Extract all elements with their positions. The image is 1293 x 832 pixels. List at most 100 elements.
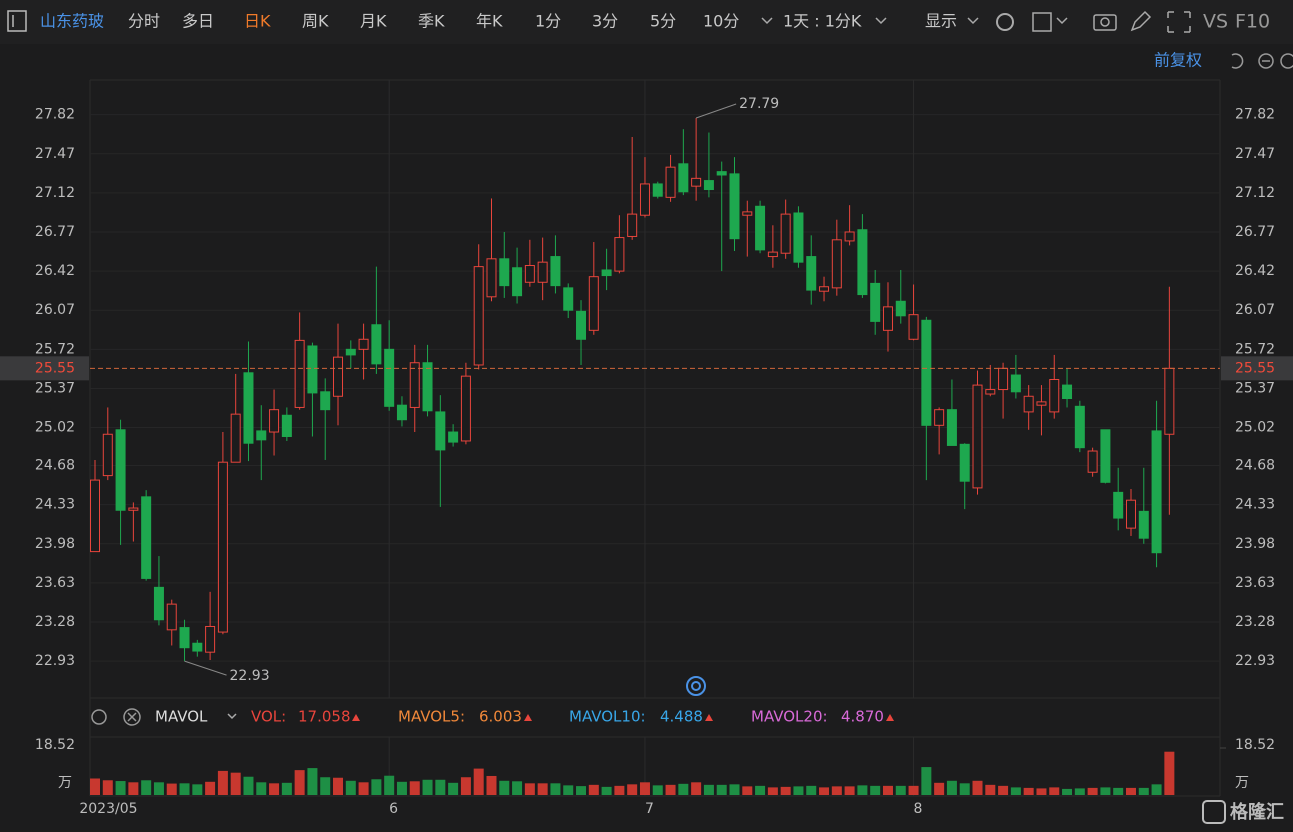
toolbar-link[interactable]: F10 [1235,11,1270,33]
volume-bar [281,782,292,795]
y-tick-label: 26.07 [1235,302,1275,318]
candle-body [294,339,305,408]
period-tab[interactable]: 日K [244,12,271,31]
volume-bar [1010,787,1021,795]
interval[interactable]: 1天 : 1分K [783,12,862,31]
period-tab[interactable]: 多日 [182,12,214,31]
display[interactable]: 显示 [925,12,957,31]
period-tab[interactable]: 10分 [703,12,739,31]
legend-name: MAVOL10: [569,708,646,726]
volume-bar [435,779,446,795]
volume-bar [601,786,612,795]
settings-icon[interactable] [996,13,1014,31]
candle-body [1113,491,1124,519]
candle-body [320,391,331,411]
panel-icon[interactable] [7,10,27,32]
y-tick-label: 25.72 [35,341,75,357]
period-tab[interactable]: 5分 [650,12,676,31]
toolbar-link[interactable]: VS [1203,11,1228,33]
candle-body [90,479,100,553]
period-tab[interactable]: 季K [418,12,445,31]
volume-bar [422,779,433,795]
candle-body [345,348,356,356]
volume-bar [870,785,881,795]
indicator-name[interactable]: MAVOL [155,708,208,726]
volume-bar [946,780,957,795]
volume-bar [972,780,983,795]
candle-body [269,409,280,433]
x-tick-label: 6 [389,801,398,817]
volume-bar [179,783,190,795]
display-dropdown[interactable] [967,17,979,25]
period-tab[interactable]: 年K [476,12,503,31]
y-tick-label: 22.93 [1235,653,1275,669]
y-tick-label: 27.47 [35,146,75,162]
volume-bar [563,785,574,795]
y-tick-label: 23.98 [1235,536,1275,552]
candle-body [102,433,113,477]
volume-bar [486,775,497,795]
volume-bar [729,784,740,795]
volume-bar [882,785,893,795]
locate-icon[interactable] [686,676,706,696]
volume-bar [358,782,369,795]
volume-bar [320,777,331,795]
indicator-settings[interactable] [91,709,107,725]
volume-bar [537,783,548,795]
volume-bar [230,772,241,795]
volume-bar [576,786,587,795]
box-icon[interactable] [1032,12,1052,32]
volume-bar [819,787,830,795]
y-tick-label: 26.07 [35,302,75,318]
high-leader [695,103,737,119]
indicator-close-x [127,712,137,722]
draw-icon[interactable] [1130,10,1152,32]
y-tick-label: 26.42 [1235,263,1275,279]
period-tab[interactable]: 1分 [535,12,561,31]
stock-name[interactable]: 山东药玻 [40,12,104,31]
period-tab[interactable]: 周K [302,12,329,31]
candle-body [358,338,369,350]
candle-body [435,411,446,451]
volume-bar [844,786,855,795]
camera-icon[interactable] [1093,14,1117,31]
adjust[interactable]: 前复权 [1154,51,1202,70]
indicator-dropdown[interactable] [227,713,237,720]
y-tick-label: 26.77 [1235,224,1275,240]
period-tab[interactable]: 3分 [592,12,618,31]
volume-bar [128,782,139,795]
zoom-out-icon[interactable] [1258,53,1274,69]
volume-bar [716,784,727,795]
more-icon[interactable] [761,17,773,25]
volume-bar [512,781,523,795]
zoom-in-icon[interactable] [1280,53,1293,69]
volume-bar [205,781,216,795]
candle-body [614,237,625,272]
locate-icon-inner [691,681,701,691]
candle-body [793,212,804,263]
volume-bar [192,784,203,795]
candle-body [550,256,561,287]
candle-body [819,286,830,292]
candle-body [921,319,932,426]
indicator-close[interactable] [123,708,141,726]
candle-body [1062,384,1073,399]
volume-bar [102,780,113,795]
undo-icon[interactable] [1231,53,1244,69]
volume-bar [294,770,305,795]
candle-body [460,375,471,442]
volume-bar [985,784,996,795]
volume-bar [524,783,535,795]
candle-body [128,507,139,511]
candle-body [703,180,714,191]
period-tab[interactable]: 月K [360,12,387,31]
candle-body [972,384,983,489]
period-tab[interactable]: 分时 [128,12,160,31]
interval-dropdown[interactable] [875,17,887,25]
candle-body [166,603,177,631]
legend-arrow [705,714,713,721]
low-label: 22.93 [230,668,270,684]
fullscreen-icon[interactable] [1167,11,1191,33]
legend-arrow [352,714,360,721]
candle-body [486,258,497,298]
